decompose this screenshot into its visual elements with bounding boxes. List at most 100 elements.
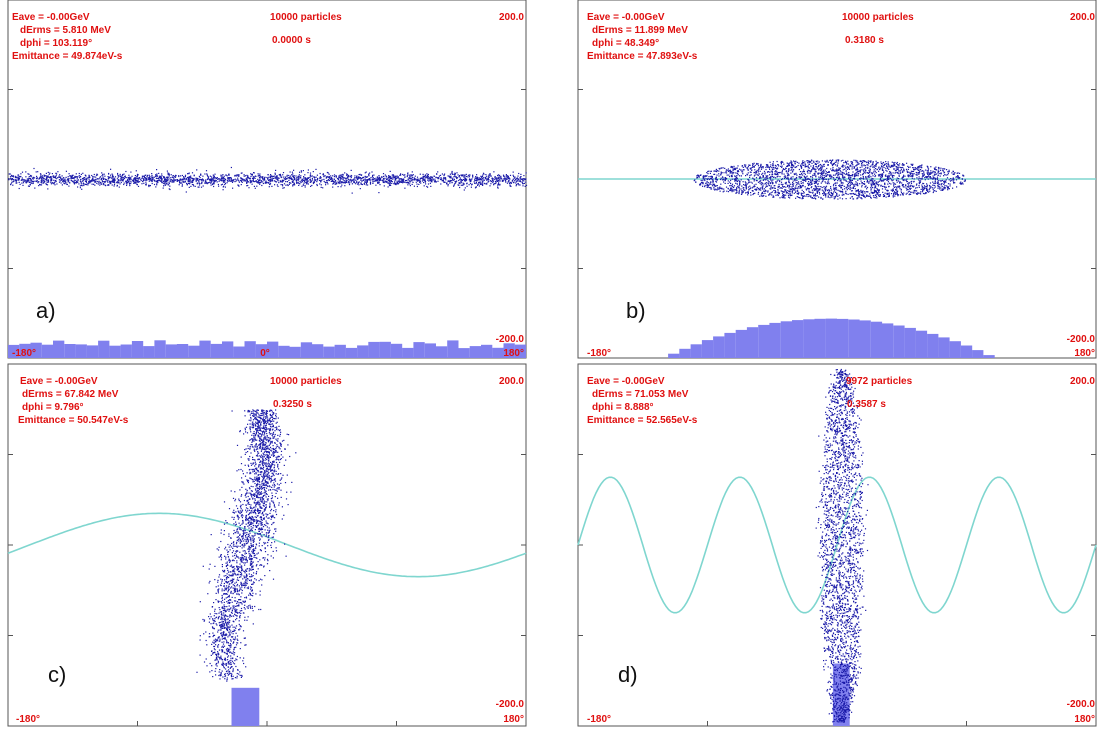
particle bbox=[336, 183, 338, 185]
particle bbox=[148, 180, 150, 182]
particle bbox=[220, 174, 222, 176]
particle bbox=[739, 182, 741, 184]
particle bbox=[200, 186, 203, 188]
dphi-readout: dphi = 103.119° bbox=[20, 38, 92, 49]
particle bbox=[835, 182, 837, 184]
particle bbox=[851, 168, 853, 170]
particle bbox=[821, 178, 823, 180]
particle bbox=[50, 178, 52, 180]
particle bbox=[792, 176, 794, 178]
particle bbox=[907, 183, 909, 185]
particle bbox=[113, 185, 115, 187]
particle bbox=[811, 167, 814, 169]
particle bbox=[20, 175, 22, 178]
particle bbox=[525, 184, 528, 186]
particle bbox=[464, 187, 466, 189]
particle bbox=[792, 182, 794, 184]
particle bbox=[168, 188, 170, 190]
particle bbox=[910, 182, 913, 184]
particle bbox=[433, 175, 435, 177]
particle bbox=[118, 174, 120, 177]
particle bbox=[741, 185, 743, 187]
particle bbox=[813, 188, 815, 190]
particle bbox=[857, 162, 859, 164]
particle bbox=[815, 195, 817, 197]
particle bbox=[850, 190, 853, 192]
particle bbox=[788, 180, 790, 182]
particle bbox=[788, 162, 791, 164]
particle bbox=[524, 179, 527, 181]
particle bbox=[786, 177, 789, 179]
particle bbox=[17, 174, 20, 176]
particle bbox=[103, 181, 105, 183]
particle bbox=[738, 170, 740, 173]
particle bbox=[732, 169, 734, 172]
particle bbox=[61, 178, 63, 180]
particle bbox=[264, 179, 266, 181]
particle bbox=[853, 173, 855, 176]
particle bbox=[896, 168, 898, 171]
particle bbox=[791, 163, 793, 165]
particle bbox=[747, 194, 749, 196]
particle bbox=[760, 168, 763, 170]
particle bbox=[934, 190, 936, 192]
particle bbox=[899, 181, 901, 183]
particle bbox=[181, 182, 183, 184]
particle bbox=[80, 176, 82, 178]
particle bbox=[147, 178, 149, 180]
particle bbox=[279, 173, 281, 175]
particle bbox=[338, 181, 340, 184]
particle bbox=[713, 188, 715, 190]
particle bbox=[813, 168, 815, 170]
histogram-bar bbox=[143, 346, 155, 358]
particle bbox=[314, 179, 317, 181]
particle bbox=[714, 189, 716, 191]
particle bbox=[394, 180, 396, 182]
particle bbox=[848, 185, 850, 187]
particle bbox=[323, 176, 325, 178]
particle bbox=[357, 176, 359, 178]
particle bbox=[276, 175, 278, 177]
particle bbox=[784, 175, 786, 177]
particle bbox=[451, 181, 453, 184]
particle bbox=[781, 165, 783, 167]
particle bbox=[890, 177, 892, 179]
particle bbox=[153, 179, 155, 181]
particle bbox=[447, 180, 449, 182]
particle bbox=[54, 184, 56, 186]
particle bbox=[912, 163, 914, 165]
particle bbox=[808, 190, 810, 192]
particle bbox=[927, 178, 929, 180]
particle bbox=[902, 163, 904, 165]
particle bbox=[376, 180, 378, 182]
particle bbox=[390, 180, 393, 182]
particle bbox=[167, 179, 169, 181]
particle bbox=[238, 185, 240, 187]
particle bbox=[739, 175, 741, 177]
particle bbox=[876, 162, 878, 164]
particle bbox=[734, 180, 736, 182]
particle bbox=[316, 184, 318, 187]
particle bbox=[371, 176, 374, 178]
particle bbox=[319, 177, 321, 179]
particle bbox=[720, 173, 722, 175]
particle bbox=[510, 181, 512, 183]
particle bbox=[363, 179, 365, 181]
particle bbox=[360, 174, 362, 176]
particle bbox=[181, 174, 183, 177]
particle bbox=[102, 178, 105, 180]
particle bbox=[847, 160, 849, 162]
particle bbox=[856, 182, 858, 184]
particle bbox=[223, 178, 225, 180]
particle bbox=[164, 180, 166, 182]
particle bbox=[768, 184, 771, 187]
particle bbox=[830, 193, 833, 195]
particle bbox=[952, 177, 954, 179]
particle bbox=[311, 177, 313, 179]
particle bbox=[906, 170, 908, 172]
particle bbox=[862, 162, 864, 164]
particle bbox=[330, 175, 332, 177]
particle bbox=[253, 176, 255, 178]
particle bbox=[808, 195, 810, 197]
particle bbox=[58, 179, 60, 181]
